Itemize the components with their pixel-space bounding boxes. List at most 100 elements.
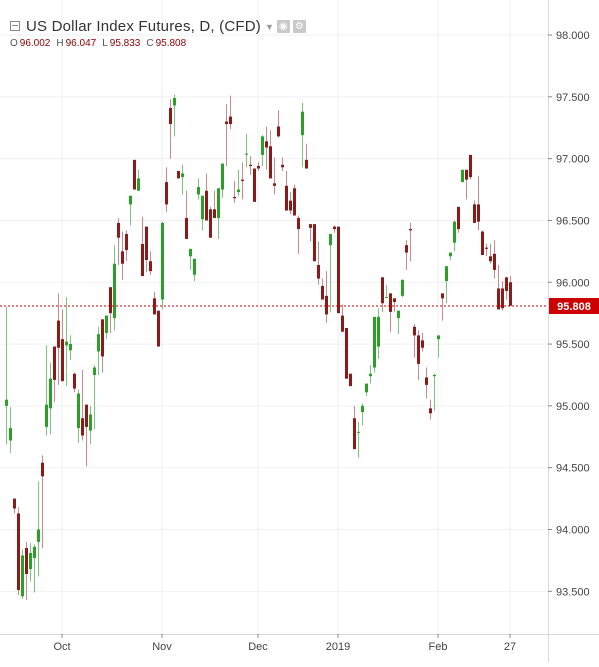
y-tick-label: 95.000 [556, 401, 590, 413]
candle-down [505, 277, 508, 300]
candle-body [141, 243, 144, 277]
candle-body [197, 187, 200, 195]
candle-body [453, 221, 456, 243]
gear-icon[interactable]: ⚙ [292, 19, 306, 33]
y-tick-label: 97.000 [556, 154, 590, 166]
candle-body [145, 226, 148, 260]
candle-up [29, 543, 32, 582]
candle-down [309, 224, 312, 242]
candle-body [253, 168, 256, 202]
symbol-title[interactable]: US Dollar Index Futures, D, (CFD) [26, 17, 261, 35]
candle-down [325, 271, 328, 324]
candle-body [373, 316, 376, 368]
candle-body [109, 287, 112, 314]
candle-body [337, 226, 340, 314]
candle-body [377, 316, 380, 347]
candle-body [289, 200, 292, 211]
x-tick-label: Nov [152, 641, 172, 653]
candle-body [77, 393, 80, 429]
eye-icon[interactable]: ◉ [276, 19, 290, 33]
candle-body [393, 298, 396, 303]
candle-down [425, 367, 428, 399]
candle-down [417, 330, 420, 380]
candle-body [25, 548, 28, 575]
candle-body [293, 188, 296, 216]
last-price-marker: 95.808 [549, 297, 599, 314]
candle-body [53, 346, 56, 380]
candle-body [57, 320, 60, 348]
candle-body [29, 552, 32, 570]
candle-down [317, 241, 320, 285]
candle-down [405, 240, 408, 270]
candle-body [497, 288, 500, 310]
candle-up [89, 405, 92, 445]
candle-body [509, 282, 512, 306]
candle-down [413, 324, 416, 358]
candle-body [89, 414, 92, 431]
candle-body [277, 126, 280, 137]
candle-body [329, 234, 332, 246]
candle-body [49, 378, 52, 409]
candle-body [441, 293, 444, 299]
candle-up [437, 335, 440, 358]
ohlc-open: O 96.002 [10, 38, 51, 49]
candle-body [73, 373, 76, 389]
candle-body [409, 229, 412, 231]
candle-down [205, 173, 208, 221]
candle-up [361, 403, 364, 426]
candle-body [273, 183, 276, 186]
candle-down [465, 169, 468, 200]
chevron-down-icon[interactable]: ▼ [264, 22, 274, 32]
candle-body [245, 153, 248, 155]
candle-body [41, 462, 44, 477]
candle-down [489, 243, 492, 264]
candle-down [297, 215, 300, 254]
candle-body [81, 418, 84, 436]
candle-body [381, 277, 384, 304]
candle-down [473, 200, 476, 223]
x-tick-label: Feb [429, 641, 448, 653]
candle-up [365, 383, 368, 396]
candle-body [257, 166, 260, 169]
candle-body [117, 222, 120, 238]
candle-down [153, 292, 156, 315]
candle-down [117, 217, 120, 265]
candle-body [113, 263, 116, 319]
candle-up [5, 306, 8, 445]
candle-body [477, 204, 480, 222]
candle-body [309, 224, 312, 228]
candle-up [37, 481, 40, 577]
y-tick-label: 98.000 [556, 30, 590, 42]
candle-body [285, 185, 288, 211]
candle-down [81, 370, 84, 441]
candle-body [181, 173, 184, 178]
candle-down [257, 162, 260, 171]
candle-down [457, 206, 460, 233]
candle-body [353, 418, 356, 450]
candle-up [449, 252, 452, 260]
candle-up [373, 316, 376, 373]
candle-body [125, 234, 128, 251]
candle-body [425, 377, 428, 385]
y-tick-label: 96.000 [556, 277, 590, 289]
candle-body [217, 188, 220, 218]
x-tick-label: Oct [53, 641, 70, 653]
candle-down [13, 498, 16, 514]
candle-down [177, 170, 180, 179]
candle-down [285, 170, 288, 211]
candle-body [121, 251, 124, 264]
candle-down [269, 130, 272, 179]
candle-body [225, 121, 228, 125]
candle-down [109, 287, 112, 333]
collapse-legend-icon[interactable] [10, 21, 20, 31]
candle-body [101, 319, 104, 357]
candle-down [333, 225, 336, 233]
candle-down [429, 399, 432, 420]
candle-up [93, 365, 96, 430]
candle-body [437, 335, 440, 340]
candle-body [389, 293, 392, 312]
candle-body [501, 288, 504, 309]
candle-down [229, 95, 232, 129]
